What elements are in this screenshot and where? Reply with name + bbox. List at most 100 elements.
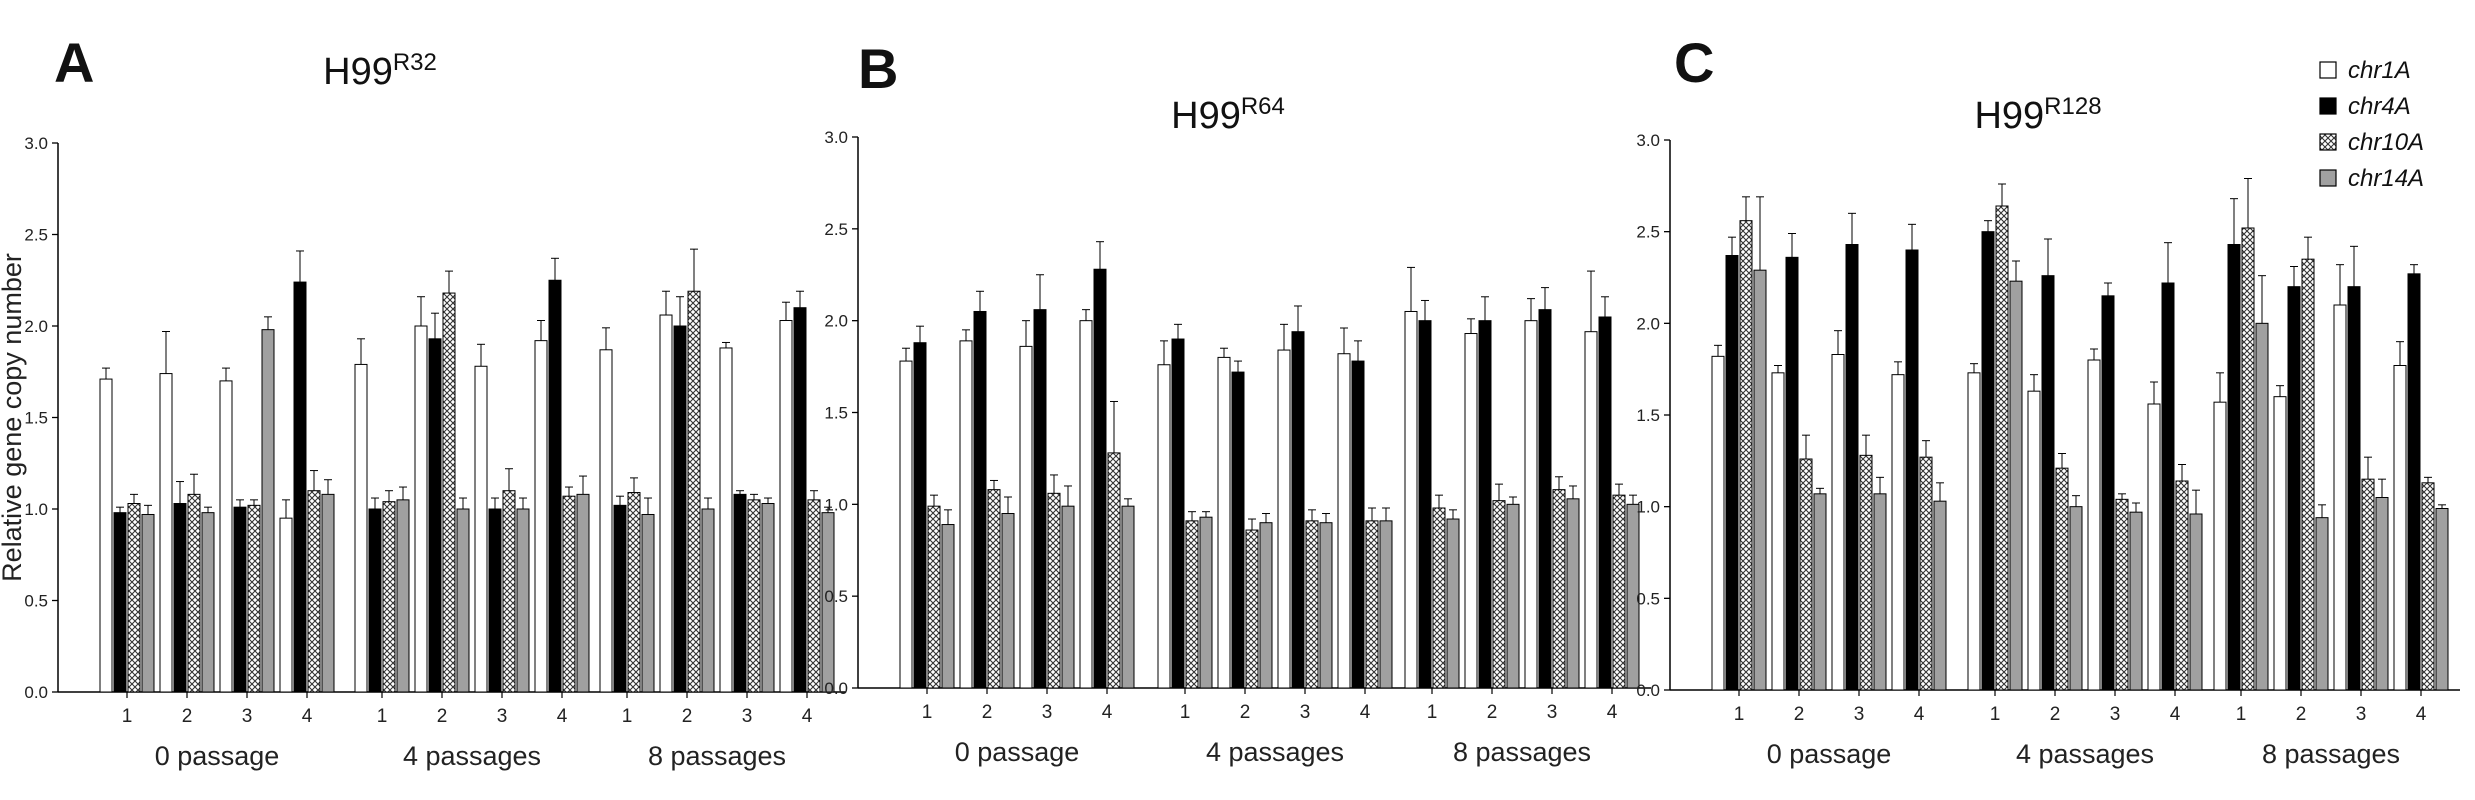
bar-chr14A (1121, 505, 1135, 689)
y-tick-label: 2.5 (1636, 223, 1660, 242)
bar-chr4A (1093, 268, 1107, 689)
bar-chr14A (641, 513, 655, 693)
panel-B: B H99R64 0.0 0.5 1.0 1.5 2.0 2.5 3.0 1 2 3 4 0 passag… (824, 37, 1651, 767)
bar-chr1A (1711, 355, 1725, 691)
bar-chr1A (219, 380, 233, 693)
bar-chr4A (613, 504, 627, 693)
legend-swatch-chr4A (2319, 97, 2337, 115)
bar-chr14A (761, 503, 775, 693)
bar-chr1A (474, 365, 488, 693)
y-tick-label: 3.0 (824, 128, 848, 147)
bar-chr4A (293, 281, 307, 693)
x-tick-label: 3 (497, 706, 508, 727)
x-tick-label: 2 (437, 706, 448, 727)
bar-chr14A (141, 513, 155, 693)
bar-chr4A (548, 279, 562, 693)
legend-swatch-chr1A (2319, 61, 2337, 79)
bar-chr1A (1019, 345, 1033, 689)
x-tick-label: 1 (1180, 702, 1191, 723)
bar-chr14A (576, 493, 590, 693)
bar-chr10A (502, 490, 516, 693)
bar-chr4A (173, 503, 187, 693)
x-tick-label: 3 (2356, 704, 2367, 725)
bar-chr14A (941, 524, 955, 689)
bar-chr10A (1365, 520, 1379, 689)
x-tick-label: 2 (2296, 704, 2307, 725)
x-tick-label: 4 (1607, 702, 1618, 723)
bar-chr1A (1337, 353, 1351, 689)
y-axis-label: Relative gene copy number (0, 253, 27, 582)
bar-chr10A (1432, 507, 1446, 689)
x-tick-label: 3 (742, 706, 753, 727)
y-tick-label: 1.5 (1636, 406, 1660, 425)
panel-title: H99R64 (1171, 93, 1285, 137)
bar-chr10A (747, 499, 761, 693)
legend: chr1A chr4A chr10A chr14A (2319, 57, 2424, 192)
bar-chr14A (1001, 513, 1015, 689)
bar-chr10A (1612, 494, 1626, 689)
bar-chr14A (2009, 280, 2023, 691)
bar-chr1A (279, 517, 293, 693)
x-tick-label: 4 (557, 706, 568, 727)
bar-chr10A (2175, 480, 2189, 691)
bar-chr4A (2407, 273, 2421, 691)
bar-chr14A (1319, 522, 1333, 689)
bar-chr14A (2255, 322, 2269, 691)
x-tick-label: 3 (242, 706, 253, 727)
legend-label-chr10A: chr10A (2348, 129, 2424, 156)
bar-chr14A (1506, 503, 1520, 689)
x-tick-label: 3 (2110, 704, 2121, 725)
bar-chr14A (1061, 505, 1075, 689)
bar-chr10A (2421, 482, 2435, 691)
bar-chr4A (973, 310, 987, 689)
y-tick-label: 1.5 (824, 404, 848, 423)
bar-chr4A (233, 506, 247, 693)
bar-chr4A (2347, 286, 2361, 691)
bar-chr10A (2055, 467, 2069, 691)
bar-chr14A (1873, 493, 1887, 691)
y-tick-label: 0.5 (1636, 589, 1660, 608)
group-label: 8 passages (2262, 739, 2400, 769)
bar-chr4A (113, 512, 127, 693)
bar-chr1A (2213, 401, 2227, 691)
bar-chr10A (2301, 258, 2315, 691)
bar-chr1A (159, 373, 173, 693)
bar-chr14A (2435, 508, 2449, 691)
x-tick-label: 1 (1427, 702, 1438, 723)
bar-chr10A (687, 290, 701, 693)
x-tick-label: 3 (1042, 702, 1053, 723)
bar-chr10A (627, 492, 641, 693)
x-tick-label: 4 (802, 706, 813, 727)
bar-chr10A (442, 292, 456, 693)
bar-chr1A (414, 325, 428, 693)
bar-chr1A (1524, 320, 1538, 689)
bar-chr1A (659, 314, 673, 693)
bar-chr1A (1079, 320, 1093, 689)
x-tick-label: 2 (982, 702, 993, 723)
bar-chr1A (959, 340, 973, 689)
bar-chr10A (1305, 520, 1319, 689)
y-tick-label: 0.5 (24, 592, 48, 611)
y-tick-label: 1.0 (1636, 498, 1660, 517)
x-tick-label: 2 (2050, 704, 2061, 725)
x-tick-label: 2 (1487, 702, 1498, 723)
y-tick-label: 2.0 (1636, 314, 1660, 333)
bar-chr4A (1981, 231, 1995, 691)
bar-chr10A (187, 493, 201, 693)
bar-chr14A (1566, 498, 1580, 689)
bar-chr1A (1584, 331, 1598, 689)
x-tick-label: 1 (1734, 704, 1745, 725)
bar-chr1A (1217, 356, 1231, 689)
bar-chr14A (516, 508, 530, 693)
legend-label-chr4A: chr4A (2348, 93, 2411, 120)
bar-chr4A (733, 493, 747, 693)
bar-chr4A (2161, 282, 2175, 691)
bar-chr4A (1785, 256, 1799, 691)
bar-chr10A (2115, 498, 2129, 691)
bar-chr10A (307, 490, 321, 693)
panel-A: A H99R32 0.0 0.5 1.0 1.5 2.0 2.5 3.0 Relative gen… (0, 31, 846, 771)
bar-chr10A (1995, 205, 2009, 691)
y-tick-label: 2.0 (24, 317, 48, 336)
x-tick-label: 1 (622, 706, 633, 727)
bar-chr4A (1725, 255, 1739, 691)
